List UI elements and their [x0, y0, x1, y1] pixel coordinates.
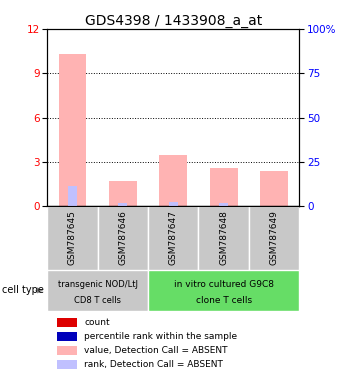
Text: in vitro cultured G9C8: in vitro cultured G9C8	[174, 280, 274, 289]
Bar	[68, 185, 77, 206]
Bar	[58, 54, 86, 206]
Text: GSM787648: GSM787648	[219, 211, 228, 265]
Bar	[148, 270, 299, 311]
Bar	[47, 206, 98, 270]
Text: clone T cells: clone T cells	[196, 296, 252, 305]
Bar	[159, 155, 187, 206]
Text: cell type: cell type	[2, 285, 44, 295]
Bar	[198, 206, 249, 270]
Text: percentile rank within the sample: percentile rank within the sample	[84, 332, 237, 341]
Bar	[249, 206, 299, 270]
Bar	[98, 206, 148, 270]
Bar	[210, 168, 238, 206]
Bar	[260, 171, 288, 206]
Bar	[169, 202, 178, 206]
Text: GSM787646: GSM787646	[118, 211, 127, 265]
Bar	[109, 181, 137, 206]
Text: GSM787649: GSM787649	[270, 211, 279, 265]
Text: GSM787645: GSM787645	[68, 211, 77, 265]
Bar	[148, 206, 198, 270]
Bar	[57, 360, 77, 369]
Text: count: count	[84, 318, 110, 327]
Text: value, Detection Call = ABSENT: value, Detection Call = ABSENT	[84, 346, 228, 355]
Text: CD8 T cells: CD8 T cells	[74, 296, 121, 305]
Bar	[57, 318, 77, 327]
Text: GSM787647: GSM787647	[169, 211, 178, 265]
Bar	[118, 203, 127, 206]
Bar	[57, 332, 77, 341]
Bar	[57, 346, 77, 355]
Text: rank, Detection Call = ABSENT: rank, Detection Call = ABSENT	[84, 360, 223, 369]
Bar	[219, 203, 228, 206]
Bar	[47, 270, 148, 311]
Text: transgenic NOD/LtJ: transgenic NOD/LtJ	[58, 280, 138, 289]
Title: GDS4398 / 1433908_a_at: GDS4398 / 1433908_a_at	[85, 14, 262, 28]
